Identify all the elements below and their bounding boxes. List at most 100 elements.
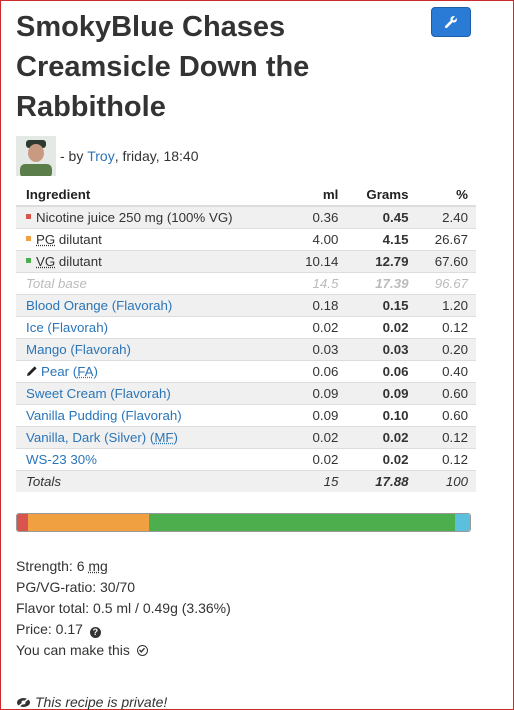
ml-cell: 0.09 bbox=[286, 381, 347, 404]
total-base-label: Total base bbox=[16, 271, 287, 294]
pct-cell: 67.60 bbox=[416, 249, 476, 272]
pct-cell: 0.12 bbox=[416, 425, 476, 448]
pct-cell: 96.67 bbox=[416, 271, 476, 294]
table-row: Vanilla Pudding (Flavorah) 0.09 0.10 0.6… bbox=[16, 403, 476, 426]
can-make-line: You can make this bbox=[16, 640, 231, 661]
flavor-link[interactable]: Vanilla, Dark (Silver) (MF) bbox=[26, 429, 178, 445]
recipe-table: Ingredient ml Grams % Nicotine juice 250… bbox=[16, 184, 476, 492]
pgvg-line: PG/VG-ratio: 30/70 bbox=[16, 579, 136, 595]
flavor-total-line: Flavor total: 0.5 ml / 0.49g (3.36%) bbox=[16, 600, 231, 616]
grams-cell: 0.15 bbox=[346, 293, 417, 316]
ml-cell: 14.5 bbox=[286, 271, 347, 294]
header-ingredient: Ingredient bbox=[16, 184, 287, 207]
table-row: Sweet Cream (Flavorah) 0.09 0.09 0.60 bbox=[16, 381, 476, 404]
bar-segment-nicotine bbox=[17, 514, 28, 531]
grams-cell: 4.15 bbox=[346, 227, 417, 250]
ml-cell: 0.18 bbox=[286, 293, 347, 316]
pct-cell: 0.12 bbox=[416, 447, 476, 470]
grams-cell: 0.10 bbox=[346, 403, 417, 426]
flavor-link[interactable]: Mango (Flavorah) bbox=[26, 341, 131, 357]
grams-cell: 0.03 bbox=[346, 337, 417, 360]
pct-cell: 2.40 bbox=[416, 205, 476, 228]
ml-cell: 10.14 bbox=[286, 249, 347, 272]
recipe-info: Strength: 6 mg PG/VG-ratio: 30/70 Flavor… bbox=[16, 556, 231, 661]
page-title: SmokyBlue Chases Creamsicle Down the Rab… bbox=[16, 11, 310, 123]
ml-cell: 0.09 bbox=[286, 403, 347, 426]
table-row: Nicotine juice 250 mg (100% VG) 0.36 0.4… bbox=[16, 205, 476, 228]
flavor-link[interactable]: Blood Orange (Flavorah) bbox=[26, 297, 173, 313]
flavor-link[interactable]: Vanilla Pudding (Flavorah) bbox=[26, 407, 182, 423]
table-row: Pear (FA) 0.06 0.06 0.40 bbox=[16, 359, 476, 382]
header-pct: % bbox=[416, 184, 476, 207]
bar-segment-vg bbox=[148, 514, 455, 531]
mf-abbr[interactable]: MF bbox=[154, 429, 174, 445]
question-circle-icon[interactable]: ? bbox=[89, 627, 101, 638]
table-row: Ice (Flavorah) 0.02 0.02 0.12 bbox=[16, 315, 476, 338]
pct-cell: 0.60 bbox=[416, 381, 476, 404]
ingredient-name: dilutant bbox=[55, 253, 102, 269]
table-row: Mango (Flavorah) 0.03 0.03 0.20 bbox=[16, 337, 476, 360]
pct-cell: 0.20 bbox=[416, 337, 476, 360]
ml-cell: 0.02 bbox=[286, 425, 347, 448]
ingredient-name: dilutant bbox=[55, 231, 102, 247]
mg-abbr[interactable]: mg bbox=[88, 558, 108, 574]
pct-cell: 26.67 bbox=[416, 227, 476, 250]
table-row: VG dilutant 10.14 12.79 67.60 bbox=[16, 249, 476, 272]
pct-cell: 0.12 bbox=[416, 315, 476, 338]
pct-cell: 0.40 bbox=[416, 359, 476, 382]
fa-abbr[interactable]: FA bbox=[77, 363, 94, 379]
flavor-link[interactable]: Sweet Cream (Flavorah) bbox=[26, 385, 171, 401]
flavor-link[interactable]: Pear (FA) bbox=[41, 363, 98, 379]
avatar[interactable] bbox=[16, 136, 56, 176]
private-notice: This recipe is private! bbox=[16, 694, 167, 710]
price-line: Price: 0.17 ? bbox=[16, 619, 231, 640]
eye-slash-icon bbox=[17, 697, 30, 708]
table-header-row: Ingredient ml Grams % bbox=[16, 184, 476, 207]
vg-color-swatch bbox=[26, 257, 31, 263]
check-circle-icon bbox=[136, 645, 148, 656]
grams-cell: 0.06 bbox=[346, 359, 417, 382]
ml-cell: 0.02 bbox=[286, 447, 347, 470]
table-row: Vanilla, Dark (Silver) (MF) 0.02 0.02 0.… bbox=[16, 425, 476, 448]
ml-cell: 0.03 bbox=[286, 337, 347, 360]
pct-cell: 1.20 bbox=[416, 293, 476, 316]
grams-cell: 0.09 bbox=[346, 381, 417, 404]
ml-cell: 0.36 bbox=[286, 205, 347, 228]
author-date: , friday, 18:40 bbox=[114, 148, 199, 164]
grams-cell: 0.02 bbox=[346, 425, 417, 448]
pg-color-swatch bbox=[26, 235, 31, 241]
total-base-row: Total base 14.5 17.39 96.67 bbox=[16, 271, 476, 294]
strength-line: Strength: 6 mg bbox=[16, 558, 108, 574]
flavor-link[interactable]: WS-23 30% bbox=[26, 451, 97, 467]
author-prefix: - by bbox=[60, 148, 84, 164]
ml-cell: 0.02 bbox=[286, 315, 347, 338]
tools-button[interactable] bbox=[431, 7, 471, 37]
author-link[interactable]: Troy bbox=[87, 148, 115, 164]
header-ml: ml bbox=[286, 184, 347, 207]
grams-cell: 12.79 bbox=[346, 249, 417, 272]
header-grams: Grams bbox=[346, 184, 417, 207]
bar-segment-flavor bbox=[454, 514, 470, 531]
grams-cell: 0.02 bbox=[346, 315, 417, 338]
pct-cell: 0.60 bbox=[416, 403, 476, 426]
nicotine-color-swatch bbox=[26, 213, 31, 219]
bar-segment-pg bbox=[27, 514, 149, 531]
grams-cell: 17.39 bbox=[346, 271, 417, 294]
grams-cell: 0.02 bbox=[346, 447, 417, 470]
vg-abbr[interactable]: VG bbox=[36, 253, 56, 269]
ingredient-name: Nicotine juice 250 mg (100% VG) bbox=[36, 209, 233, 225]
ml-cell: 0.06 bbox=[286, 359, 347, 382]
grams-cell: 0.45 bbox=[346, 205, 417, 228]
table-row: Blood Orange (Flavorah) 0.18 0.15 1.20 bbox=[16, 293, 476, 316]
composition-bar bbox=[16, 513, 471, 532]
pencil-icon[interactable] bbox=[26, 365, 38, 377]
pg-abbr[interactable]: PG bbox=[36, 231, 56, 247]
flavor-link[interactable]: Ice (Flavorah) bbox=[26, 319, 109, 335]
pct-cell: 100 bbox=[416, 469, 476, 492]
grams-cell: 17.88 bbox=[346, 469, 417, 492]
wrench-icon bbox=[444, 16, 457, 29]
author-line: - by Troy, friday, 18:40 bbox=[16, 136, 199, 176]
totals-label: Totals bbox=[16, 469, 287, 492]
totals-row: Totals 15 17.88 100 bbox=[16, 469, 476, 492]
table-row: WS-23 30% 0.02 0.02 0.12 bbox=[16, 447, 476, 470]
